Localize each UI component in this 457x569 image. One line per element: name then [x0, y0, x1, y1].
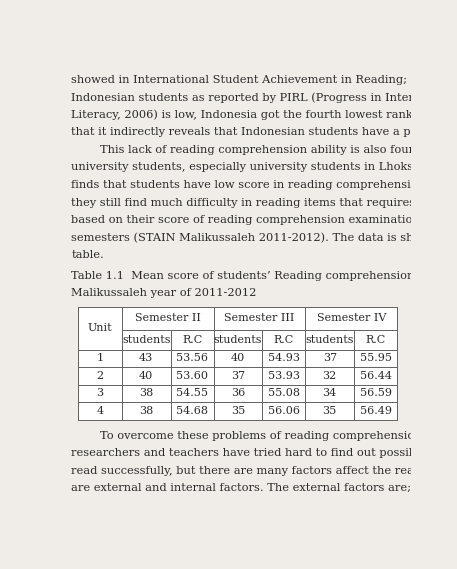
Bar	[122, 367, 170, 385]
Bar	[79, 307, 122, 349]
Text: 55.08: 55.08	[268, 389, 300, 398]
Text: 56.49: 56.49	[360, 406, 392, 416]
Text: table.: table.	[71, 250, 104, 260]
Text: 53.56: 53.56	[176, 353, 208, 364]
Text: 37: 37	[323, 353, 337, 364]
Text: 40: 40	[139, 371, 153, 381]
Text: 36: 36	[231, 389, 245, 398]
Text: R.C: R.C	[274, 335, 294, 345]
Bar	[213, 307, 305, 330]
Text: showed in International Student Achievement in Reading; the reading score of: showed in International Student Achievem…	[71, 75, 457, 85]
Bar	[213, 349, 262, 367]
Bar	[122, 402, 170, 420]
Text: Semester II: Semester II	[135, 314, 201, 323]
Bar	[122, 330, 170, 349]
Text: 54.68: 54.68	[176, 406, 208, 416]
Bar	[170, 402, 213, 420]
Text: 1: 1	[96, 353, 104, 364]
Bar	[305, 367, 354, 385]
Text: Malikussaleh year of 2011-2012: Malikussaleh year of 2011-2012	[71, 288, 257, 298]
Text: 38: 38	[139, 406, 153, 416]
Text: Table 1.1  Mean score of students’ Reading comprehension in STAIN: Table 1.1 Mean score of students’ Readin…	[71, 271, 457, 281]
Text: 32: 32	[323, 371, 337, 381]
Bar	[262, 367, 305, 385]
Text: semesters (STAIN Malikussaleh 2011-2012). The data is shown in the following: semesters (STAIN Malikussaleh 2011-2012)…	[71, 233, 457, 243]
Text: 54.55: 54.55	[176, 389, 208, 398]
Text: university students, especially university students in Lhokseumawe, researcher: university students, especially universi…	[71, 163, 457, 172]
Bar	[170, 349, 213, 367]
Text: Indonesian students as reported by PIRL (Progress in International Reading: Indonesian students as reported by PIRL …	[71, 92, 457, 103]
Bar	[262, 330, 305, 349]
Text: Semester IV: Semester IV	[317, 314, 386, 323]
Text: students: students	[305, 335, 354, 345]
Text: students: students	[122, 335, 170, 345]
Bar	[305, 307, 397, 330]
Bar	[79, 367, 122, 385]
Bar	[79, 307, 397, 420]
Text: 35: 35	[323, 406, 337, 416]
Text: To overcome these problems of reading comprehension, a lot of: To overcome these problems of reading co…	[71, 431, 457, 440]
Bar	[213, 385, 262, 402]
Text: 40: 40	[231, 353, 245, 364]
Text: R.C: R.C	[182, 335, 202, 345]
Text: researchers and teachers have tried hard to find out possible ways to help stude: researchers and teachers have tried hard…	[71, 448, 457, 458]
Bar	[170, 367, 213, 385]
Text: that it indirectly reveals that Indonesian students have a problem in reading.: that it indirectly reveals that Indonesi…	[71, 127, 457, 138]
Bar	[213, 330, 262, 349]
Bar	[354, 330, 397, 349]
Bar	[170, 330, 213, 349]
Text: 35: 35	[231, 406, 245, 416]
Bar	[354, 385, 397, 402]
Text: 55.95: 55.95	[360, 353, 392, 364]
Bar	[213, 367, 262, 385]
Text: 56.59: 56.59	[360, 389, 392, 398]
Bar	[305, 349, 354, 367]
Bar	[122, 385, 170, 402]
Bar	[213, 402, 262, 420]
Text: R.C: R.C	[366, 335, 386, 345]
Bar	[122, 349, 170, 367]
Text: based on their score of reading comprehension examination for the last three: based on their score of reading comprehe…	[71, 215, 457, 225]
Text: students: students	[214, 335, 262, 345]
Text: they still find much difficulty in reading items that requires cognitive process: they still find much difficulty in readi…	[71, 197, 457, 208]
Text: Unit: Unit	[88, 323, 112, 333]
Text: 38: 38	[139, 389, 153, 398]
Bar	[354, 402, 397, 420]
Text: 4: 4	[96, 406, 104, 416]
Text: 37: 37	[231, 371, 245, 381]
Bar	[305, 385, 354, 402]
Bar	[79, 385, 122, 402]
Text: 34: 34	[323, 389, 337, 398]
Bar	[305, 330, 354, 349]
Text: Literacy, 2006) is low, Indonesia got the fourth lowest ranked from 45 countries: Literacy, 2006) is low, Indonesia got th…	[71, 110, 457, 121]
Bar	[170, 385, 213, 402]
Bar	[79, 402, 122, 420]
Text: 53.93: 53.93	[268, 371, 300, 381]
Text: 43: 43	[139, 353, 153, 364]
Bar	[122, 307, 213, 330]
Bar	[354, 349, 397, 367]
Text: are external and internal factors. The external factors are; text types, school : are external and internal factors. The e…	[71, 483, 457, 493]
Bar	[262, 349, 305, 367]
Text: 3: 3	[96, 389, 104, 398]
Text: finds that students have low score in reading comprehension achievement and: finds that students have low score in re…	[71, 180, 457, 190]
Text: read successfully, but there are many factors affect the reading proficiency, th: read successfully, but there are many fa…	[71, 465, 457, 476]
Text: 54.93: 54.93	[268, 353, 300, 364]
Bar	[305, 402, 354, 420]
Bar	[262, 402, 305, 420]
Text: Semester III: Semester III	[224, 314, 295, 323]
Text: This lack of reading comprehension ability is also found in Aceh: This lack of reading comprehension abili…	[71, 145, 457, 155]
Text: 2: 2	[96, 371, 104, 381]
Text: 56.06: 56.06	[268, 406, 300, 416]
Bar	[79, 349, 122, 367]
Bar	[354, 367, 397, 385]
Text: 56.44: 56.44	[360, 371, 392, 381]
Text: 53.60: 53.60	[176, 371, 208, 381]
Bar	[262, 385, 305, 402]
